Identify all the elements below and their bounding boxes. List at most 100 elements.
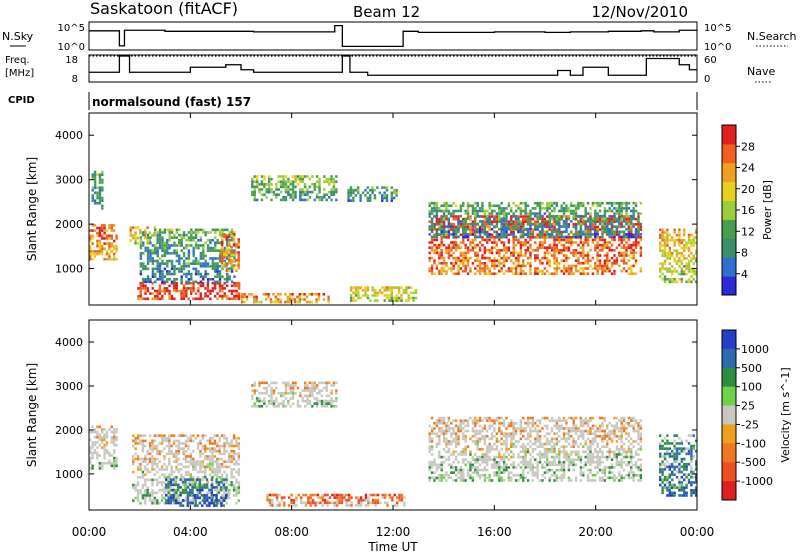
range-cell bbox=[350, 504, 353, 507]
range-cell bbox=[129, 228, 132, 232]
range-cell bbox=[395, 296, 398, 300]
range-cell bbox=[548, 207, 551, 210]
range-cell bbox=[435, 434, 439, 438]
range-cell bbox=[201, 478, 205, 482]
range-cell bbox=[146, 452, 149, 456]
range-cell bbox=[144, 501, 147, 505]
range-cell bbox=[529, 227, 532, 231]
range-cell bbox=[141, 473, 145, 476]
range-cell bbox=[440, 238, 443, 242]
range-cell bbox=[615, 220, 619, 223]
range-cell bbox=[272, 193, 276, 197]
range-cell bbox=[395, 194, 398, 197]
range-cell bbox=[493, 204, 496, 208]
range-cell bbox=[237, 457, 241, 461]
range-cell bbox=[565, 222, 568, 226]
range-cell bbox=[91, 464, 94, 468]
range-cell bbox=[469, 228, 472, 231]
range-cell bbox=[227, 251, 231, 254]
range-cell bbox=[359, 496, 363, 499]
range-cell bbox=[214, 267, 217, 271]
range-cell bbox=[201, 504, 204, 507]
range-cell bbox=[478, 225, 482, 229]
range-cell bbox=[483, 238, 487, 242]
range-cell bbox=[447, 233, 451, 236]
range-cell bbox=[442, 212, 446, 215]
range-cell bbox=[430, 201, 434, 205]
range-cell bbox=[543, 220, 547, 223]
range-cell bbox=[678, 238, 681, 242]
range-cell bbox=[115, 244, 118, 248]
range-cell bbox=[349, 294, 353, 297]
range-cell bbox=[291, 391, 295, 395]
range-cell bbox=[462, 235, 465, 239]
range-cell bbox=[471, 220, 475, 224]
range-cell bbox=[692, 277, 695, 281]
range-cell bbox=[357, 498, 360, 502]
range-cell bbox=[213, 486, 216, 489]
range-cell bbox=[210, 488, 213, 492]
range-cell bbox=[211, 470, 214, 474]
range-cell bbox=[476, 212, 479, 215]
range-cell bbox=[267, 384, 271, 387]
range-cell bbox=[323, 381, 326, 385]
range-cell bbox=[93, 191, 97, 195]
range-cell bbox=[376, 291, 379, 295]
range-cell bbox=[574, 227, 578, 231]
range-cell bbox=[187, 444, 190, 448]
range-cell bbox=[483, 442, 487, 446]
range-cell bbox=[452, 243, 455, 247]
range-cell bbox=[98, 229, 101, 232]
range-cell bbox=[695, 228, 698, 232]
range-cell bbox=[666, 228, 669, 232]
range-cell bbox=[457, 235, 460, 239]
range-cell bbox=[332, 185, 336, 189]
range-cell bbox=[663, 277, 667, 281]
range-cell bbox=[608, 222, 611, 226]
range-cell bbox=[318, 196, 321, 199]
range-cell bbox=[151, 272, 155, 276]
range-cell bbox=[553, 201, 556, 205]
range-cell bbox=[275, 386, 278, 390]
range-cell bbox=[161, 231, 164, 234]
range-cell bbox=[395, 501, 399, 505]
range-cell bbox=[354, 194, 357, 197]
range-cell bbox=[634, 259, 638, 263]
range-cell bbox=[450, 204, 453, 208]
range-cell bbox=[187, 470, 190, 474]
range-cell bbox=[260, 180, 264, 184]
range-cell bbox=[483, 466, 487, 469]
range-cell bbox=[197, 289, 200, 293]
range-cell bbox=[216, 488, 219, 492]
range-cell bbox=[214, 264, 217, 268]
range-cell bbox=[196, 488, 199, 492]
range-cell bbox=[524, 227, 527, 231]
range-cell bbox=[369, 188, 372, 192]
range-cell bbox=[531, 233, 535, 236]
range-cell bbox=[268, 504, 272, 507]
range-cell bbox=[371, 188, 374, 192]
range-cell bbox=[335, 397, 338, 400]
range-cell bbox=[313, 198, 316, 202]
range-cell bbox=[349, 186, 353, 189]
range-cell bbox=[144, 496, 147, 500]
range-cell bbox=[173, 251, 176, 255]
range-cell bbox=[381, 291, 384, 295]
range-cell bbox=[211, 465, 214, 469]
range-cell bbox=[175, 277, 179, 281]
range-cell bbox=[452, 427, 455, 430]
range-cell bbox=[146, 254, 150, 258]
range-cell bbox=[192, 468, 195, 471]
range-cell bbox=[430, 447, 434, 451]
range-cell bbox=[481, 437, 484, 441]
range-cell bbox=[263, 381, 266, 385]
range-cell bbox=[91, 224, 94, 227]
range-cell bbox=[237, 470, 241, 474]
range-cell bbox=[208, 462, 212, 466]
range-cell bbox=[146, 462, 149, 466]
range-cell bbox=[91, 175, 94, 179]
range-cell bbox=[474, 225, 477, 229]
range-cell bbox=[457, 267, 460, 270]
range-cell bbox=[89, 456, 92, 460]
range-cell bbox=[589, 259, 592, 263]
